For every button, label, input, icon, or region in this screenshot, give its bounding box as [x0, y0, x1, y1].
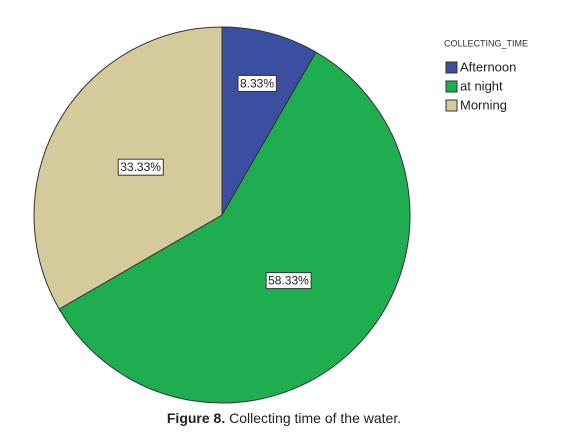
- pie-slice: [58, 51, 411, 404]
- legend-swatch: [445, 61, 458, 74]
- data-label-box: [237, 74, 277, 92]
- legend-title: COLLECTING_TIME: [444, 38, 528, 48]
- caption-text: Collecting time of the water.: [229, 410, 402, 426]
- data-label: 33.33%: [117, 158, 164, 176]
- legend-label: at night: [460, 78, 503, 93]
- data-label-text: 33.33%: [120, 160, 161, 174]
- data-label-box: [265, 272, 312, 290]
- caption-label: Figure 8.: [166, 410, 226, 426]
- pie-slice: [221, 26, 317, 217]
- legend-label: Afternoon: [460, 59, 516, 74]
- data-label: 8.33%: [237, 74, 277, 92]
- legend-swatch: [445, 80, 458, 93]
- chart: COLLECTING_TIME 8.33% 58.33% 33.33% Afterno…: [33, 26, 528, 404]
- legend-swatch: [445, 99, 458, 112]
- data-label-box: [117, 158, 164, 176]
- data-label: 58.33%: [265, 272, 312, 290]
- data-label-text: 8.33%: [240, 76, 274, 90]
- data-label-text: 58.33%: [268, 274, 309, 288]
- legend-label: Morning: [460, 97, 507, 112]
- caption: Figure 8. Collecting time of the water.: [0, 410, 568, 426]
